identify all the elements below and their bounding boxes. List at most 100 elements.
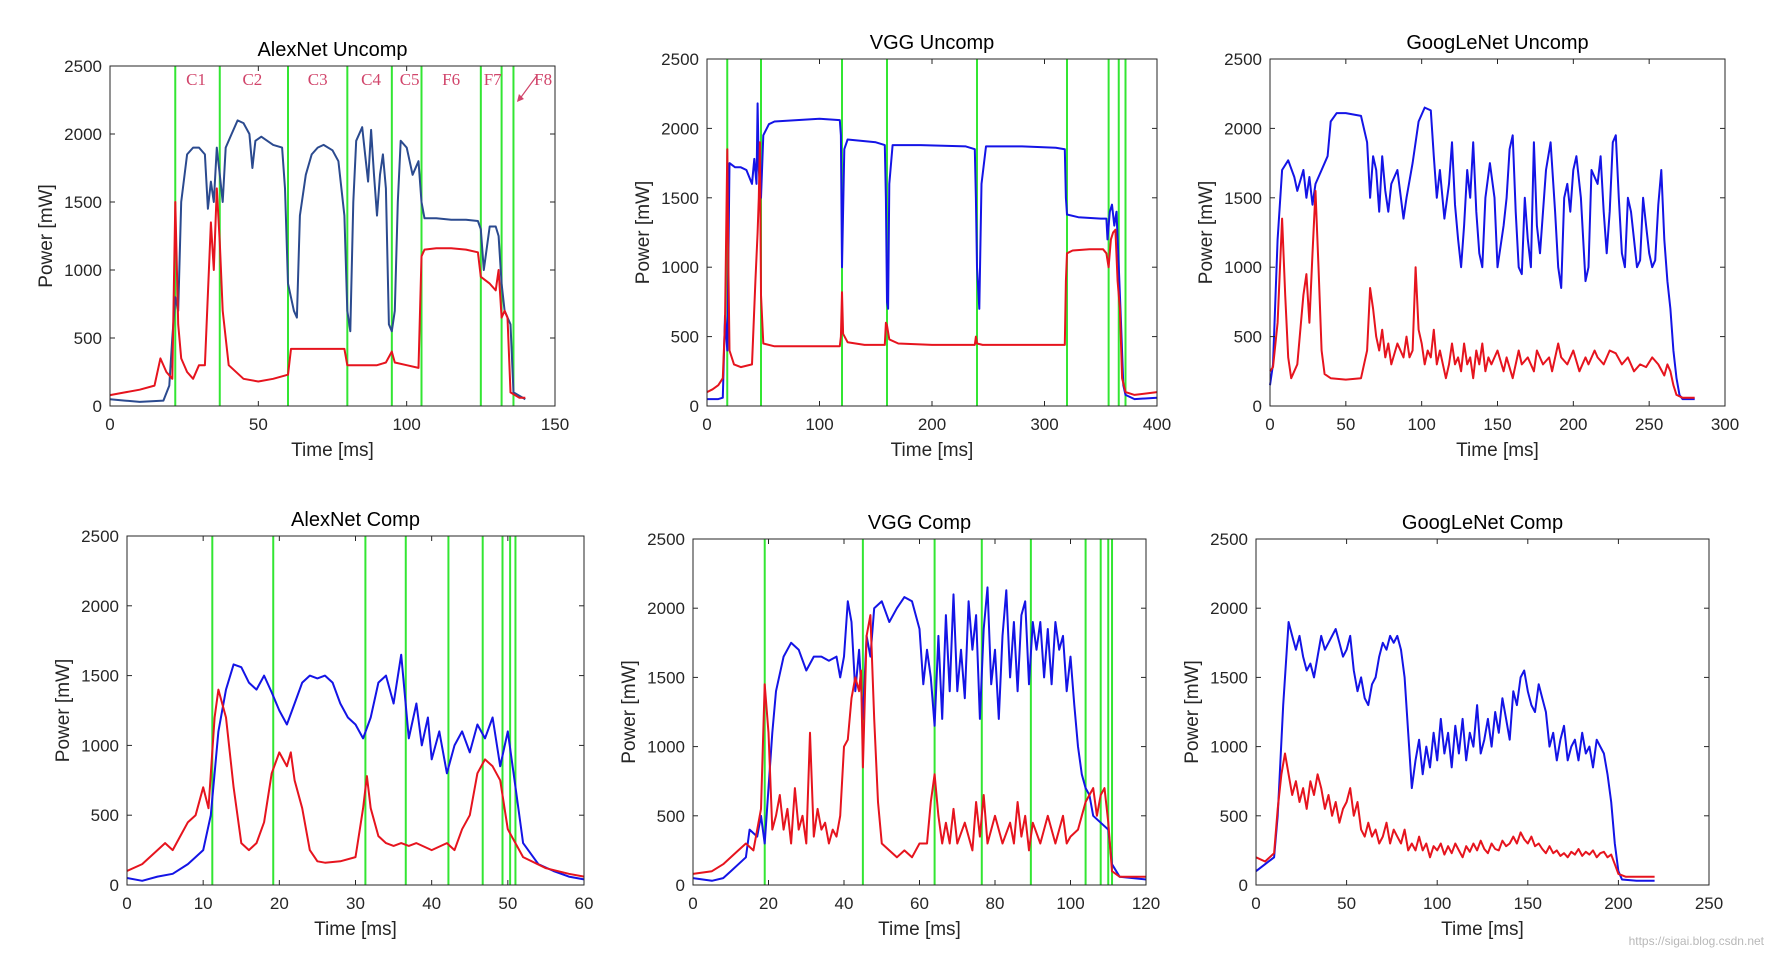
x-tick-label: 100 xyxy=(805,415,833,434)
y-tick-label: 1500 xyxy=(1224,189,1262,208)
series-line-blue xyxy=(126,653,585,882)
y-tick-label: 1500 xyxy=(1210,668,1248,687)
y-axis-label: Power [mW] xyxy=(53,659,74,762)
x-axis-label: Time [ms] xyxy=(878,919,961,940)
layer-label: C3 xyxy=(308,70,328,89)
chart-panel-6: 0 50 100 150 200 25005001000150020002500GoogL… xyxy=(1182,512,1723,940)
x-tick-label: 50 xyxy=(1336,415,1355,434)
x-tick-label: 0 xyxy=(702,415,711,434)
x-tick-label: 20 xyxy=(759,894,778,913)
y-tick-label: 0 xyxy=(93,397,102,416)
y-tick-label: 1500 xyxy=(64,193,102,212)
x-tick-label: 0 xyxy=(1251,894,1260,913)
chart-panel-2: 0 100 200 300 400 0 500 1000 1500 2000 2500 VGG Unc… xyxy=(633,32,1171,461)
series-line-red xyxy=(126,688,585,878)
y-tick-label: 2500 xyxy=(81,527,119,546)
series-line-blue xyxy=(707,102,1158,401)
y-tick-label: 1000 xyxy=(81,736,119,755)
x-tick-label: 50 xyxy=(498,894,517,913)
series-line-red xyxy=(706,141,1158,396)
x-tick-label: 100 xyxy=(1407,415,1435,434)
x-tick-label: 150 xyxy=(1514,894,1542,913)
plot-area xyxy=(693,539,1146,885)
y-axis-label: Power [mW] xyxy=(1182,660,1203,763)
x-tick-label: 50 xyxy=(249,415,268,434)
y-axis-label: Power [mW] xyxy=(619,660,640,763)
y-tick-label: 2500 xyxy=(661,50,699,69)
x-axis-label: Time [ms] xyxy=(291,440,374,461)
y-tick-label: 1500 xyxy=(661,189,699,208)
layer-label: C1 xyxy=(186,70,206,89)
watermark: https://sigai.blog.csdn.net xyxy=(1628,934,1764,948)
series-line-red xyxy=(1269,189,1695,399)
x-tick-label: 200 xyxy=(1604,894,1632,913)
chart-panel-5: 0 20 40 60 80 100 120 0 500 1000 1500 2000 2500 VGG C… xyxy=(619,512,1160,940)
x-tick-label: 100 xyxy=(392,415,420,434)
y-tick-label: 2000 xyxy=(64,125,102,144)
plot-area xyxy=(1270,59,1725,406)
layer-label: C2 xyxy=(242,70,262,89)
y-tick-label: 1500 xyxy=(81,667,119,686)
y-tick-label: 1000 xyxy=(64,261,102,280)
y-axis-label: Power [mW] xyxy=(633,181,654,284)
x-tick-label: 0 xyxy=(105,415,114,434)
y-axis-label: Power [mW] xyxy=(1196,181,1217,284)
x-tick-label: 50 xyxy=(1337,894,1356,913)
chart-title: GoogLeNet Uncomp xyxy=(1406,32,1588,54)
y-tick-label: 0 xyxy=(676,876,685,895)
y-tick-label: 500 xyxy=(671,328,699,347)
chart-title: AlexNet Uncomp xyxy=(257,39,407,61)
f8-arrow-head xyxy=(516,94,524,102)
y-tick-label: 0 xyxy=(690,397,699,416)
y-tick-label: 1000 xyxy=(1210,738,1248,757)
y-axis-label: Power [mW] xyxy=(36,184,57,287)
layer-label: F8 xyxy=(534,70,552,89)
x-tick-label: 60 xyxy=(575,894,594,913)
series-line-blue xyxy=(109,119,526,403)
x-tick-label: 0 xyxy=(1265,415,1274,434)
x-tick-label: 150 xyxy=(1483,415,1511,434)
x-axis-label: Time [ms] xyxy=(891,440,974,461)
chart-title: VGG Uncomp xyxy=(870,32,994,54)
x-tick-label: 250 xyxy=(1695,894,1723,913)
y-tick-label: 2500 xyxy=(1224,50,1262,69)
axes-frame xyxy=(109,65,556,407)
y-tick-label: 500 xyxy=(657,807,685,826)
series-line-red xyxy=(1255,752,1655,878)
series-line-blue xyxy=(692,586,1147,882)
x-tick-label: 120 xyxy=(1132,894,1160,913)
x-tick-label: 10 xyxy=(194,894,213,913)
x-tick-label: 40 xyxy=(835,894,854,913)
layer-label: C4 xyxy=(361,70,381,89)
plot-area xyxy=(1256,539,1709,885)
x-tick-label: 0 xyxy=(688,894,697,913)
x-tick-label: 200 xyxy=(918,415,946,434)
y-tick-label: 1000 xyxy=(1224,258,1262,277)
y-tick-label: 2000 xyxy=(661,119,699,138)
y-tick-label: 2000 xyxy=(647,599,685,618)
x-tick-label: 80 xyxy=(986,894,1005,913)
y-tick-label: 500 xyxy=(74,329,102,348)
y-tick-label: 500 xyxy=(1220,807,1248,826)
x-tick-label: 300 xyxy=(1030,415,1058,434)
x-tick-label: 60 xyxy=(910,894,929,913)
layer-label: F6 xyxy=(442,70,460,89)
x-tick-label: 40 xyxy=(422,894,441,913)
x-tick-label: 0 xyxy=(122,894,131,913)
x-tick-label: 100 xyxy=(1423,894,1451,913)
layer-label: C5 xyxy=(400,70,420,89)
chart-title: GoogLeNet Comp xyxy=(1402,512,1563,534)
y-tick-label: 2500 xyxy=(1210,530,1248,549)
x-tick-label: 400 xyxy=(1143,415,1171,434)
plot-area xyxy=(707,59,1157,406)
x-axis-label: Time [ms] xyxy=(1441,919,1524,940)
x-tick-label: 200 xyxy=(1559,415,1587,434)
y-tick-label: 1000 xyxy=(647,738,685,757)
x-tick-label: 30 xyxy=(346,894,365,913)
y-tick-label: 0 xyxy=(1253,397,1262,416)
x-tick-label: 250 xyxy=(1635,415,1663,434)
chart-title: VGG Comp xyxy=(868,512,971,534)
chart-title: AlexNet Comp xyxy=(291,509,420,531)
